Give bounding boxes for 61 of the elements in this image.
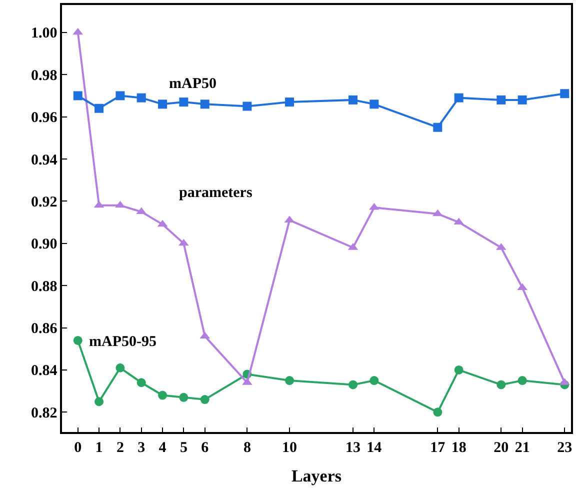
point — [433, 408, 442, 417]
point — [370, 100, 379, 109]
x-tick-label: 17 — [430, 440, 446, 456]
series-label: mAP50 — [169, 76, 216, 92]
y-tick-label: 0.86 — [31, 321, 58, 338]
point — [518, 95, 527, 104]
point — [73, 336, 82, 345]
point — [116, 363, 125, 372]
point — [242, 102, 252, 111]
series-label: mAP50-95 — [89, 334, 156, 350]
x-tick-label: 1 — [95, 440, 103, 456]
y-tick-label: 0.84 — [31, 363, 58, 380]
point — [348, 380, 358, 390]
x-tick-label: 20 — [494, 440, 509, 456]
x-tick-label: 3 — [138, 440, 146, 456]
x-tick-label: 5 — [180, 440, 188, 456]
y-tick-label: 1.00 — [31, 26, 58, 42]
x-tick-label: 0 — [74, 440, 82, 456]
y-tick-label: 0.90 — [31, 236, 58, 253]
point — [496, 95, 506, 104]
point — [433, 122, 442, 132]
x-tick-label: 18 — [451, 440, 466, 456]
point — [285, 376, 294, 386]
point — [200, 395, 210, 404]
x-axis-title: Layers — [291, 466, 342, 486]
point — [115, 200, 126, 208]
point — [94, 104, 104, 113]
point — [496, 380, 506, 390]
x-tick-label: 8 — [243, 440, 251, 456]
y-tick-label: 0.98 — [31, 68, 58, 84]
y-tick-label: 0.94 — [31, 152, 58, 168]
y-tick-label: 0.92 — [31, 194, 58, 210]
point — [518, 376, 527, 386]
point — [370, 376, 379, 386]
x-tick-label: 4 — [158, 440, 167, 456]
point — [560, 89, 570, 98]
point — [179, 98, 188, 107]
point — [158, 390, 168, 400]
x-tick-label: 6 — [201, 440, 210, 456]
y-tick-label: 0.82 — [31, 405, 58, 422]
point — [73, 91, 82, 100]
point — [454, 93, 464, 102]
y-tick-label: 0.96 — [31, 110, 58, 126]
x-tick-label: 13 — [346, 440, 361, 456]
point — [116, 91, 125, 100]
point — [285, 98, 294, 107]
point — [158, 100, 168, 109]
x-tick-label: 2 — [116, 440, 124, 456]
x-tick-label: 10 — [282, 440, 298, 456]
point — [136, 378, 146, 388]
x-tick-label: 14 — [366, 440, 382, 456]
point — [94, 397, 104, 406]
point — [348, 95, 358, 104]
point — [200, 100, 210, 109]
y-tick-label: 0.88 — [31, 278, 58, 295]
x-tick-label: 23 — [557, 440, 572, 456]
x-tick-label: 21 — [514, 440, 530, 456]
point — [454, 365, 464, 374]
series-label: parameters — [179, 185, 252, 201]
point — [179, 392, 188, 402]
point — [136, 93, 146, 102]
